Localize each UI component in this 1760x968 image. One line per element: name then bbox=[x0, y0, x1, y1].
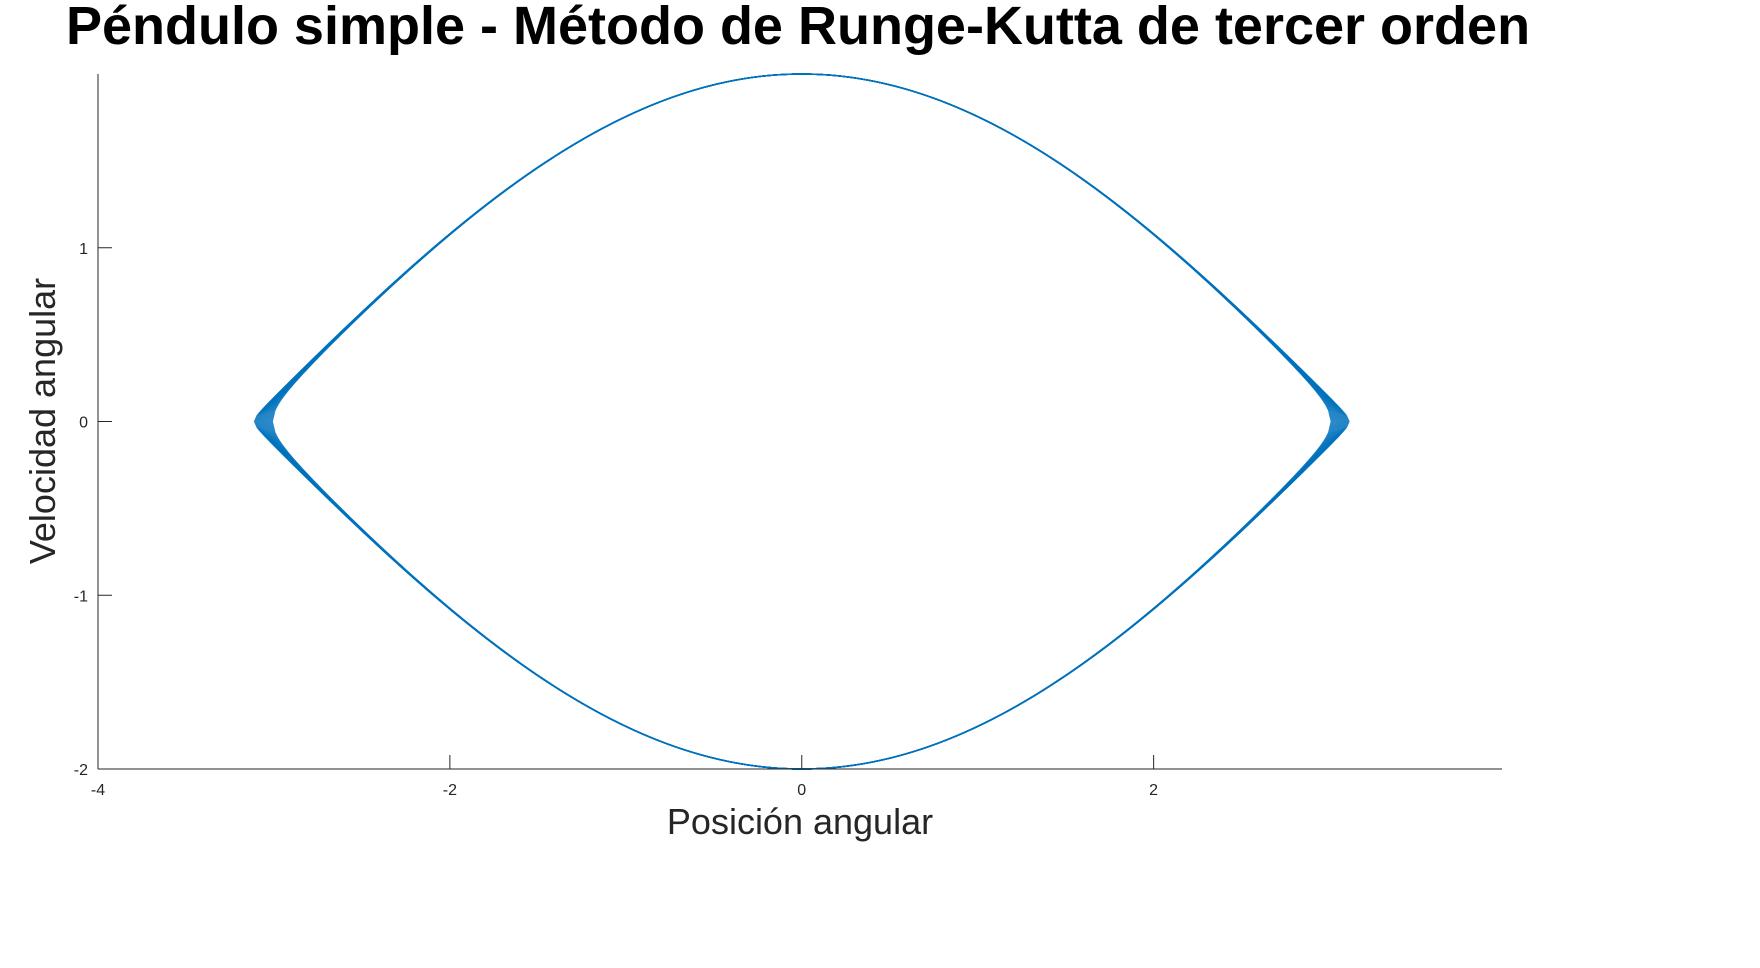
x-axis-label: Posición angular bbox=[667, 801, 933, 842]
orbit-line bbox=[259, 73, 1345, 770]
orbit-line bbox=[253, 73, 1350, 770]
x-tick-label: 2 bbox=[1149, 782, 1158, 799]
orbit-line bbox=[264, 73, 1339, 770]
orbit-line bbox=[260, 73, 1343, 770]
x-tick-label: -2 bbox=[443, 782, 457, 799]
y-tick-label: -2 bbox=[74, 762, 88, 779]
orbit-line bbox=[255, 73, 1349, 770]
orbit-line bbox=[261, 73, 1342, 770]
orbit-line bbox=[263, 73, 1341, 770]
orbit-line bbox=[268, 73, 1335, 770]
orbit-line bbox=[270, 73, 1334, 770]
y-tick-label: -1 bbox=[74, 588, 88, 605]
x-tick-label: 0 bbox=[797, 782, 806, 799]
orbit-line bbox=[267, 73, 1337, 770]
x-tick-label: -4 bbox=[91, 782, 105, 799]
y-tick-label: 1 bbox=[79, 241, 88, 258]
plot-area bbox=[253, 73, 1350, 770]
orbit-line bbox=[256, 73, 1347, 770]
orbit-line bbox=[266, 73, 1338, 770]
y-axis-ticks: -2 -1 0 1 bbox=[74, 241, 112, 779]
chart-title: Péndulo simple - Método de Runge-Kutta d… bbox=[66, 0, 1530, 56]
orbit-line bbox=[257, 73, 1346, 770]
x-axis-ticks: -4 -2 0 2 bbox=[91, 755, 1158, 799]
orbit-line bbox=[271, 73, 1333, 770]
y-axis-label: Velocidad angular bbox=[22, 278, 63, 564]
y-tick-label: 0 bbox=[79, 415, 88, 432]
series-orbits bbox=[253, 73, 1350, 770]
